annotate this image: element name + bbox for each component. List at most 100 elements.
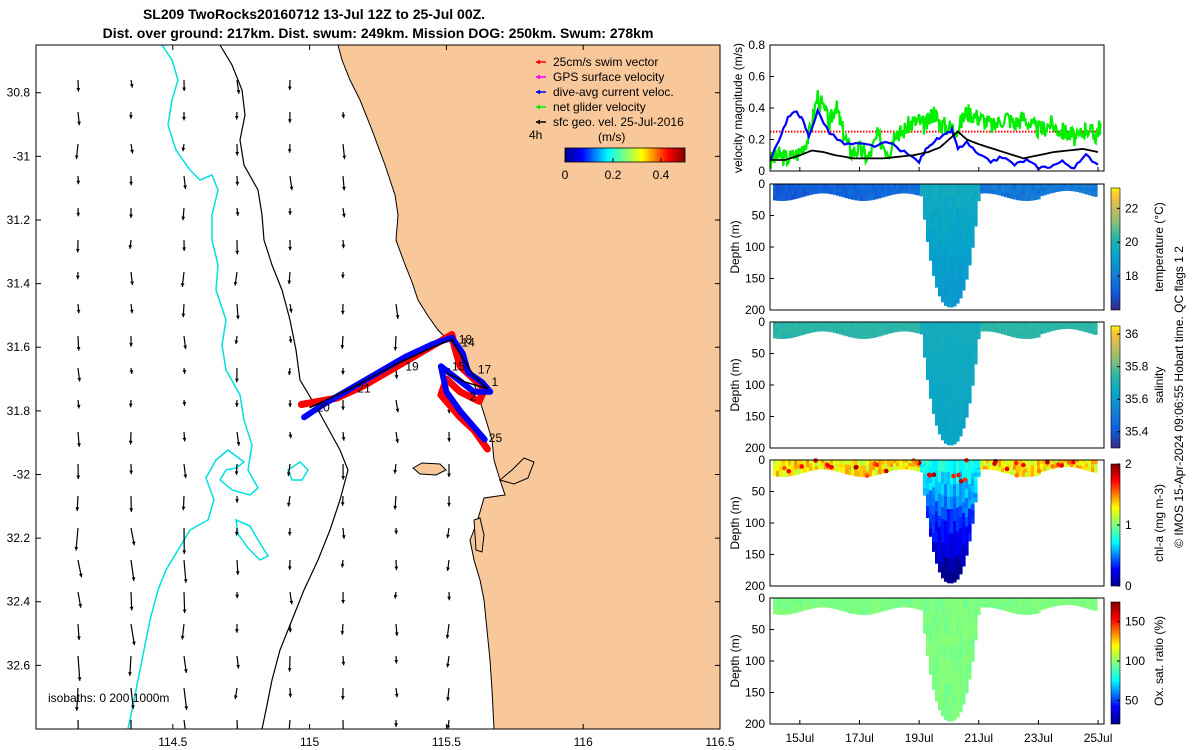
section-cell bbox=[932, 523, 936, 534]
legend-arrowhead bbox=[536, 59, 540, 65]
section-cell bbox=[1010, 184, 1014, 190]
section-cell bbox=[914, 187, 918, 192]
section-cell bbox=[962, 194, 966, 206]
section-cell bbox=[956, 681, 960, 694]
section-cell bbox=[818, 184, 822, 188]
section-cell bbox=[941, 369, 945, 382]
section-cell bbox=[806, 184, 810, 189]
geo-velocity-arrowhead bbox=[341, 731, 345, 735]
section-cell bbox=[1022, 598, 1026, 605]
section-cell bbox=[971, 190, 975, 198]
geo-velocity-arrowhead bbox=[182, 437, 187, 442]
section-cell bbox=[938, 389, 942, 401]
section-cell bbox=[986, 465, 990, 470]
section-cell bbox=[968, 662, 972, 672]
geo-velocity-arrowhead bbox=[393, 346, 398, 351]
section-cell bbox=[881, 598, 885, 603]
section-cell bbox=[791, 322, 795, 328]
section-cell bbox=[974, 627, 978, 633]
section-cell bbox=[1094, 326, 1098, 331]
section-cell bbox=[1025, 470, 1029, 477]
section-cell bbox=[848, 598, 852, 604]
section-cell bbox=[974, 489, 978, 495]
section-cell bbox=[863, 603, 867, 610]
section-cell bbox=[893, 466, 897, 471]
section-cell bbox=[1055, 186, 1059, 190]
section-cell bbox=[950, 570, 954, 584]
section-cell bbox=[947, 622, 951, 636]
isobath-1000m-loop2 bbox=[287, 461, 309, 481]
section-cell bbox=[839, 329, 843, 335]
section-cell bbox=[974, 623, 978, 628]
section-cell bbox=[791, 194, 795, 200]
chla-hotspot bbox=[958, 478, 964, 484]
section-cell bbox=[1082, 322, 1086, 326]
section-cell bbox=[947, 395, 951, 409]
geo-velocity-arrowhead bbox=[129, 214, 133, 219]
section-cell bbox=[824, 327, 828, 332]
section-cell bbox=[863, 332, 867, 339]
section-cell bbox=[1037, 598, 1041, 604]
section-cell bbox=[923, 194, 927, 199]
section-cell bbox=[929, 666, 933, 675]
section-cell bbox=[935, 460, 939, 471]
section-cell bbox=[953, 407, 957, 421]
section-cell bbox=[857, 184, 861, 190]
section-cell bbox=[809, 184, 813, 189]
section-cell bbox=[920, 331, 924, 334]
section-cell bbox=[923, 467, 927, 472]
colorbar-tick-label: 22 bbox=[1125, 201, 1139, 215]
legend-label: net glider velocity bbox=[553, 100, 646, 114]
colorbar-tick-label: 20 bbox=[1125, 235, 1139, 249]
section-cell bbox=[971, 642, 975, 650]
section-cell bbox=[1001, 329, 1005, 335]
section-cell bbox=[968, 476, 972, 485]
chla-hotspot bbox=[951, 473, 956, 479]
section-cell bbox=[944, 658, 948, 672]
section-cell bbox=[1007, 322, 1011, 328]
section-cell bbox=[794, 460, 798, 466]
section-cell bbox=[977, 330, 981, 333]
section-cell bbox=[779, 598, 783, 605]
section-cell bbox=[953, 695, 957, 709]
section-cell bbox=[950, 383, 954, 397]
section-cell bbox=[806, 460, 810, 465]
section-cell bbox=[875, 193, 879, 200]
section-cell bbox=[965, 545, 969, 556]
section-cell bbox=[815, 466, 819, 470]
section-cell bbox=[941, 345, 945, 358]
geo-velocity-arrowhead bbox=[131, 577, 136, 581]
section-cell bbox=[947, 708, 951, 722]
geo-velocity-arrowhead bbox=[236, 89, 241, 94]
section-cell bbox=[1058, 600, 1062, 604]
section-cell bbox=[968, 638, 972, 648]
section-cell bbox=[848, 322, 852, 328]
section-cell bbox=[953, 545, 957, 559]
section-cell bbox=[842, 188, 846, 194]
section-cell bbox=[1073, 324, 1077, 328]
section-cell bbox=[1085, 187, 1089, 192]
lon-tick-label: 116 bbox=[574, 735, 593, 749]
section-cell bbox=[971, 510, 975, 518]
section-cell bbox=[941, 289, 945, 303]
section-cell bbox=[791, 460, 795, 466]
section-cell bbox=[1046, 598, 1050, 602]
section-cell bbox=[803, 329, 807, 335]
section-cell bbox=[968, 378, 972, 388]
section-cell bbox=[872, 194, 876, 200]
section-cell bbox=[911, 604, 915, 609]
section-cell bbox=[935, 690, 939, 702]
section-cell bbox=[926, 327, 930, 335]
section-cell bbox=[941, 242, 945, 256]
section-cell bbox=[1085, 463, 1089, 468]
section-cell bbox=[932, 376, 936, 387]
geo-velocity-arrowhead bbox=[236, 664, 240, 669]
section-cell bbox=[1067, 322, 1071, 325]
section-cell bbox=[953, 496, 957, 510]
section-cell bbox=[932, 238, 936, 249]
section-cell bbox=[1094, 602, 1098, 607]
section-cell bbox=[794, 184, 798, 190]
section-cell bbox=[1025, 465, 1029, 472]
section-cell bbox=[1091, 187, 1095, 193]
section-cell bbox=[1058, 186, 1062, 190]
